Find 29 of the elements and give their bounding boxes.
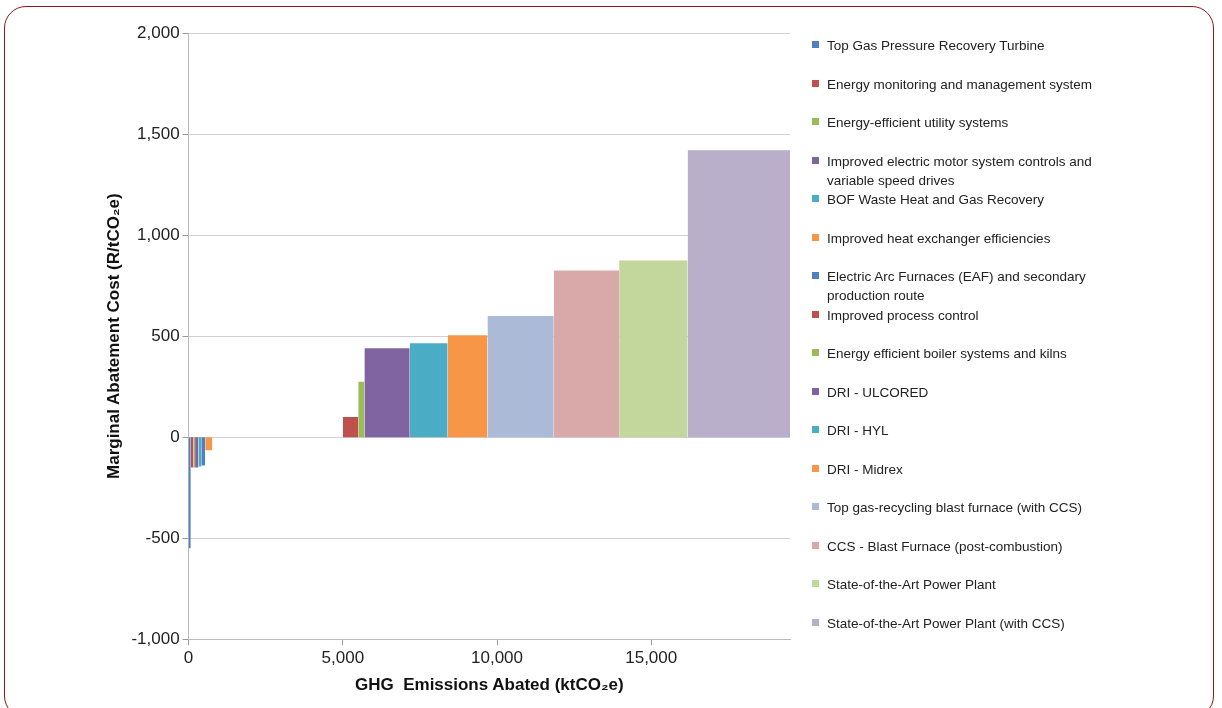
y-tick-label: -1,000 (131, 628, 180, 648)
y-axis-title: Marginal Abatement Cost (R/tCO₂e) (103, 193, 123, 479)
y-tick-label: 500 (151, 325, 180, 345)
y-tick-label: 0 (170, 426, 180, 446)
legend-label: DRI - ULCORED (827, 383, 929, 402)
legend-label: Improved process control (827, 306, 979, 325)
x-tick-label: 15,000 (625, 648, 678, 668)
legend-label: Top gas-recycling blast furnace (with CCS) (827, 499, 1083, 517)
x-tick-label: 0 (183, 648, 194, 668)
legend-label: DRI - HYL (827, 422, 889, 440)
legend-label: Improved electric motor system controls and variable speed drives (827, 152, 1093, 190)
legend-label: Electric Arc Furnaces (EAF) and secondary production route (827, 268, 1087, 305)
legend-label: Energy-efficient utility systems (827, 114, 1009, 132)
x-tick-label: 5,000 (321, 648, 365, 668)
legend-label: State-of-the-Art Power Plant (with CCS) (827, 614, 1065, 633)
y-tick-label: 2,000 (137, 22, 180, 42)
legend-label: Top Gas Pressure Recovery Turbine (827, 37, 1045, 55)
legend-label: DRI - Midrex (827, 460, 903, 479)
legend-label: Improved heat exchanger efficiencies (827, 229, 1051, 248)
legend-label: Energy monitoring and management system (827, 75, 1092, 94)
legend-label: CCS - Blast Furnace (post-combustion) (827, 537, 1063, 556)
legend-label: Energy efficient boiler systems and kilns (827, 345, 1067, 363)
legend-label: BOF Waste Heat and Gas Recovery (827, 191, 1045, 209)
y-tick-label: 1,500 (137, 123, 180, 143)
x-tick-label: 10,000 (471, 648, 524, 668)
y-tick-label: 1,000 (137, 224, 180, 244)
y-tick-label: -500 (145, 527, 180, 547)
legend-label: State-of-the-Art Power Plant (827, 576, 996, 594)
x-axis-title: GHG Emissions Abated (ktCO₂e) (355, 675, 624, 695)
